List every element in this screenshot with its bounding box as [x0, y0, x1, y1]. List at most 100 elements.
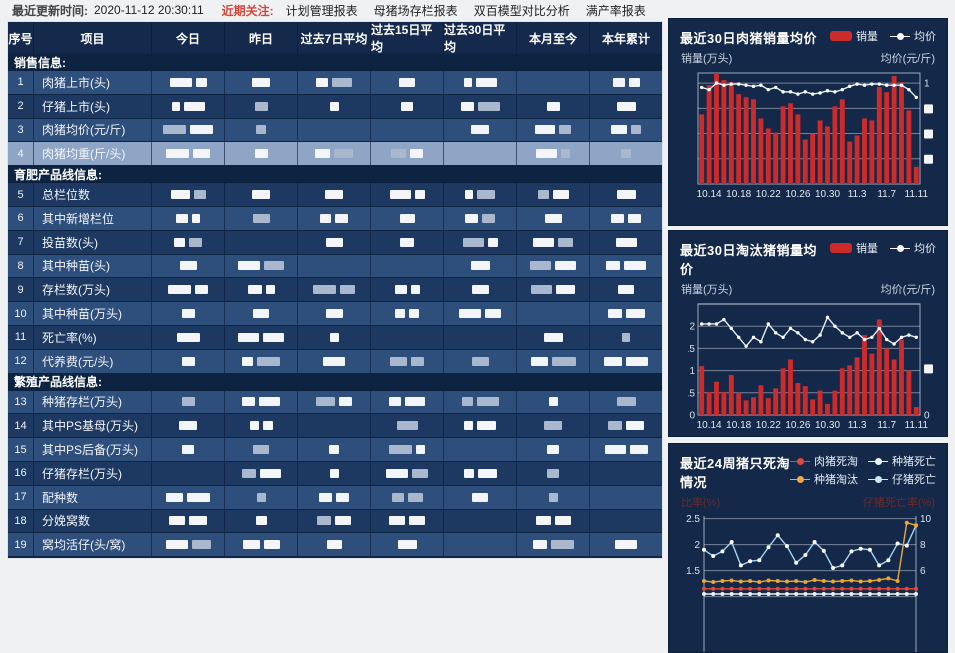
menu-item-3[interactable]: 满产率报表 [585, 3, 646, 18]
legend-line-dot-icon [868, 475, 888, 483]
svg-text:2.5: 2.5 [686, 514, 700, 525]
value-cell-redacted [225, 142, 298, 166]
redacted-value-block [165, 540, 188, 550]
legend-label: 仔猪死亡 [892, 474, 936, 486]
redacted-value-block [242, 356, 253, 366]
redacted-value-block [252, 77, 270, 87]
svg-text:10.14: 10.14 [697, 420, 722, 431]
redacted-value-block [606, 261, 620, 271]
right-axis-name: 均价(元/斤) [880, 284, 935, 296]
redacted-value-block [559, 125, 571, 135]
table-row[interactable]: 17 配种数 [8, 485, 662, 510]
redacted-value-block [193, 149, 210, 159]
svg-text:10.30: 10.30 [815, 420, 840, 431]
table-row[interactable]: 6 其中新增栏位 [8, 206, 662, 231]
redacted-value-block [252, 190, 270, 200]
table-row[interactable]: 18 分娩窝数 [8, 509, 662, 534]
row-label: 分娩窝数 [34, 509, 152, 533]
value-cell-redacted [225, 254, 298, 278]
redacted-value-block [459, 309, 481, 319]
legend-item-均价[interactable]: 均价 [890, 28, 936, 44]
table-row[interactable]: 14 其中PS基母(万头) [8, 414, 662, 439]
menu-item-2[interactable]: 双百模型对比分析 [473, 3, 570, 18]
value-cell-redacted [298, 118, 371, 142]
value-cell-redacted [517, 206, 590, 230]
value-cell-redacted [371, 206, 444, 230]
redacted-value-block [471, 356, 489, 366]
table-row[interactable]: 2 仔猪上市(头) [8, 94, 662, 119]
redacted-value-block [462, 237, 484, 247]
value-cell-redacted [517, 230, 590, 254]
redacted-value-block [313, 285, 336, 295]
table-row[interactable]: 7 投苗数(头) [8, 230, 662, 255]
legend-item-种猪淘汰[interactable]: 种猪淘汰 [790, 471, 858, 487]
svg-text:11.3: 11.3 [848, 420, 867, 431]
value-cell-redacted [152, 302, 225, 325]
recent-focus-label: 近期关注: [221, 3, 274, 18]
value-cell-redacted [152, 183, 225, 206]
value-cell-redacted [590, 302, 662, 325]
value-cell-redacted [517, 254, 590, 278]
legend-label: 销量 [856, 31, 878, 43]
redacted-value-block [618, 285, 634, 295]
table-row[interactable]: 8 其中种苗(头) [8, 254, 662, 279]
value-cell-redacted [152, 118, 225, 142]
value-cell-redacted [590, 183, 662, 206]
table-row[interactable]: 16 仔猪存栏(万头) [8, 461, 662, 486]
legend-item-均价[interactable]: 均价 [890, 240, 936, 256]
redacted-value-block [626, 421, 644, 431]
redacted-value-block [262, 421, 273, 431]
legend-item-销量[interactable]: 销量 [830, 28, 878, 44]
table-row[interactable]: 3 肉猪均价(元/斤) [8, 118, 662, 143]
value-cell-redacted [298, 325, 371, 349]
topbar-menu: 计划管理报表 母猪场存栏报表 双百模型对比分析 满产率报表 [286, 2, 646, 19]
redacted-value-block [163, 125, 186, 135]
row-label: 其中PS后备(万头) [34, 438, 152, 461]
pig-sales-price-chart[interactable]: 1 10.14 10.18 10.22 10.26 10.30 11.3 11.7 11.11 [680, 68, 936, 202]
legend-item-肉猪死淘[interactable]: 肉猪死淘 [790, 453, 858, 469]
menu-item-1[interactable]: 母猪场存栏报表 [373, 3, 458, 18]
table-row[interactable]: 12 代养费(元/头) [8, 349, 662, 374]
redacted-value-block [174, 237, 185, 247]
death-cull-chart[interactable]: 2.5 10 2 8 1.5 6 [680, 512, 936, 652]
redacted-value-block [192, 213, 200, 223]
table-row[interactable]: 1 肉猪上市(头) [8, 71, 662, 95]
value-cell-redacted [152, 533, 225, 557]
value-cell-redacted [517, 414, 590, 438]
value-cell-redacted [371, 230, 444, 254]
value-cell-redacted [371, 414, 444, 438]
row-number: 12 [8, 349, 34, 373]
redacted-value-block [259, 397, 280, 407]
table-row[interactable]: 4 肉猪均重(斤/头) [8, 142, 662, 167]
svg-text:11.3: 11.3 [848, 189, 867, 200]
value-cell-redacted [590, 533, 662, 556]
legend-item-仔猪死亡[interactable]: 仔猪死亡 [868, 471, 936, 487]
svg-text:10.26: 10.26 [785, 420, 810, 431]
value-cell-redacted [444, 485, 517, 509]
chart-card-cull-pig-sales-price: 最近30日淘汰猪销量均价 销量 均价 销量(万头) 均价(元/斤) 2 1.5 1 0.… [668, 230, 948, 437]
menu-item-0[interactable]: 计划管理报表 [285, 3, 358, 18]
value-cell-redacted [590, 438, 662, 461]
redacted-value-block [182, 445, 194, 455]
table-row[interactable]: 5 总栏位数 [8, 183, 662, 207]
value-cell-redacted [371, 118, 444, 142]
table-row[interactable]: 13 种猪存栏(万头) [8, 390, 662, 415]
value-cell-redacted [298, 438, 371, 461]
redacted-value-block [168, 285, 191, 295]
table-row[interactable]: 10 其中种苗(万头) [8, 302, 662, 326]
value-cell-redacted [225, 438, 298, 461]
value-cell-redacted [444, 254, 517, 278]
svg-text:10.18: 10.18 [726, 189, 751, 200]
value-cell-redacted [444, 183, 517, 206]
redacted-value-block [616, 397, 636, 407]
value-cell-redacted [298, 142, 371, 166]
table-row[interactable]: 9 存栏数(万头) [8, 278, 662, 303]
legend-item-销量[interactable]: 销量 [830, 240, 878, 256]
cull-pig-sales-price-chart[interactable]: 21.510.50 010.14 10.18 10.22 10.26 10.30 11.3 1… [680, 299, 936, 433]
table-row[interactable]: 11 死亡率(%) [8, 325, 662, 350]
table-row[interactable]: 15 其中PS后备(万头) [8, 438, 662, 462]
table-row[interactable]: 19 窝均活仔(头/窝) [8, 533, 662, 558]
value-cell-redacted [371, 142, 444, 166]
legend-item-种猪死亡[interactable]: 种猪死亡 [868, 453, 936, 469]
redacted-value-block [476, 397, 499, 407]
